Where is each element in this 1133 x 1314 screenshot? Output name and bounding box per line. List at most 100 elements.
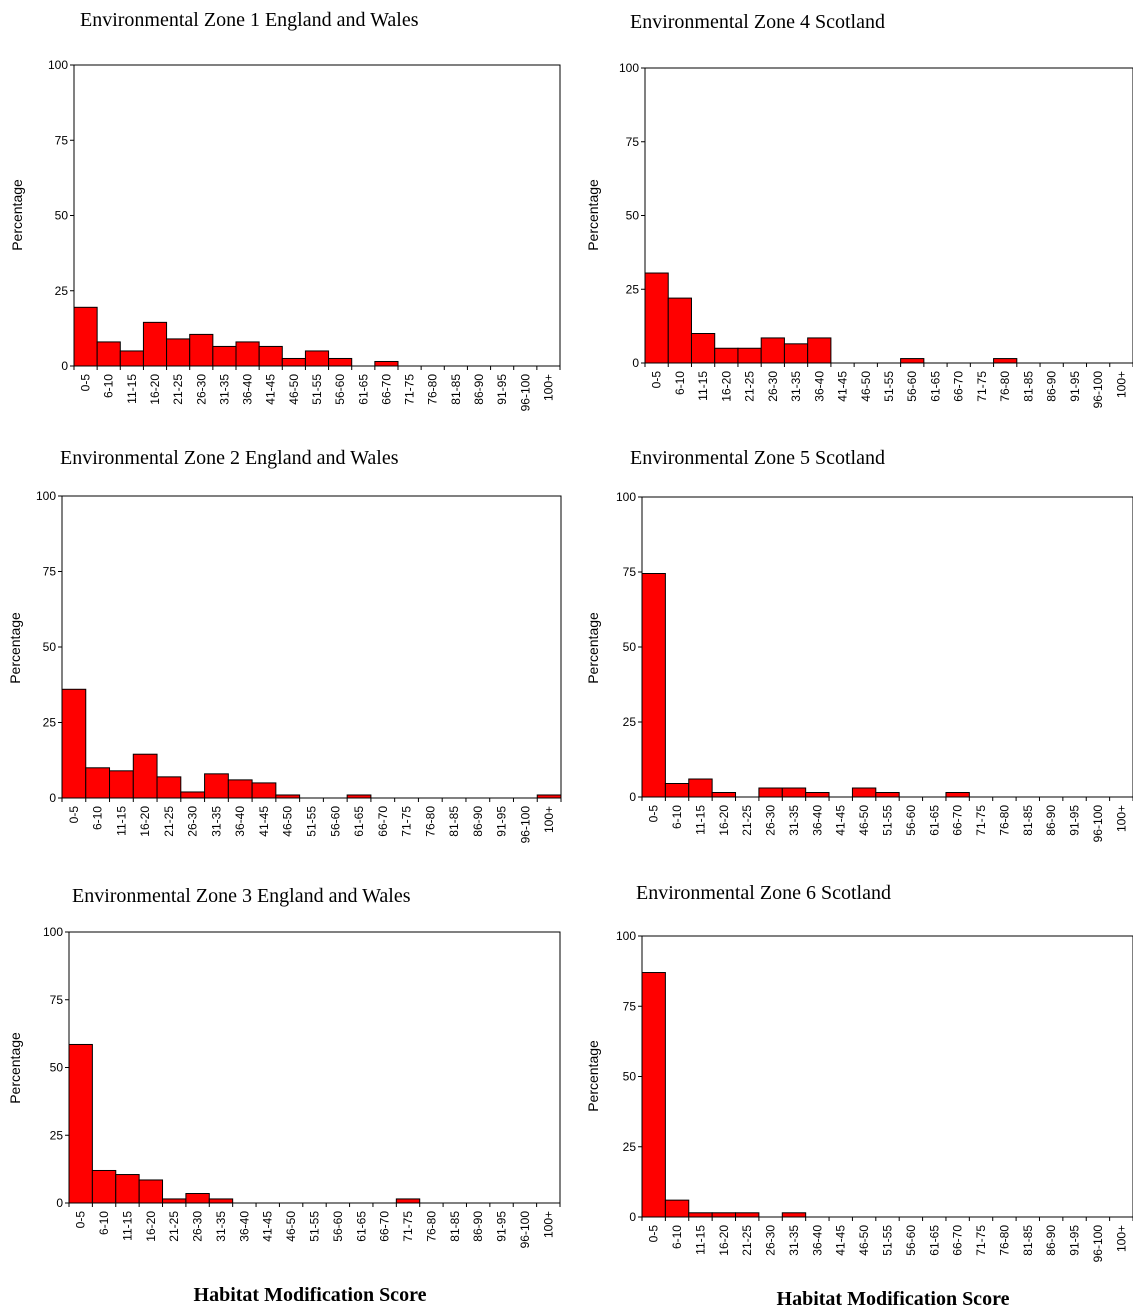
x-tick-label: 31-35 <box>787 1225 801 1256</box>
x-tick-label: 51-55 <box>310 374 324 405</box>
x-tick-label: 96-100 <box>1091 371 1105 409</box>
bar-76-80 <box>993 358 1018 364</box>
x-tick-label: 46-50 <box>857 805 871 836</box>
x-tick-label: 11-15 <box>125 374 139 404</box>
x-tick-label: 11-15 <box>696 371 710 401</box>
y-tick-label: 50 <box>623 640 637 654</box>
x-tick-label: 96-100 <box>518 1211 532 1249</box>
x-tick-label: 31-35 <box>217 374 231 405</box>
bar-0-5 <box>68 1043 93 1204</box>
bar-61-65 <box>346 794 372 799</box>
x-tick-label: 86-90 <box>471 1211 485 1242</box>
bar-36-40 <box>807 337 832 364</box>
bar-66-70 <box>374 360 399 367</box>
x-tick-label: 6-10 <box>673 371 687 395</box>
bar-11-15 <box>688 1212 713 1218</box>
y-tick-label: 25 <box>55 284 69 298</box>
bar-0-5 <box>644 272 669 364</box>
y-axis-label: Percentage <box>585 612 601 684</box>
x-tick-label: 0-5 <box>647 805 661 823</box>
chart-title: Environmental Zone 2 England and Wales <box>60 447 399 469</box>
x-tick-label: 16-20 <box>719 371 733 402</box>
y-axis-label: Percentage <box>7 1032 23 1104</box>
plot-frame <box>68 931 561 1204</box>
x-tick-label: 66-70 <box>951 1225 965 1256</box>
x-tick-label: 71-75 <box>974 805 988 836</box>
x-tick-label: 91-95 <box>495 1211 509 1242</box>
x-tick-label: 66-70 <box>378 1211 392 1242</box>
x-tick-label: 36-40 <box>233 806 247 837</box>
y-tick-label: 100 <box>616 929 636 943</box>
x-tick-label: 26-30 <box>764 805 778 836</box>
x-tick-label: 46-50 <box>859 371 873 402</box>
x-tick-label: 96-100 <box>518 374 532 412</box>
x-tick-label: 26-30 <box>191 1211 205 1242</box>
x-tick-label: 16-20 <box>138 806 152 837</box>
bar-16-20 <box>711 1212 737 1218</box>
x-tick-label: 96-100 <box>1091 805 1105 843</box>
x-tick-label: 71-75 <box>974 1225 988 1256</box>
y-tick-label: 100 <box>48 58 68 72</box>
bar-31-35 <box>781 787 807 798</box>
bar-0-5 <box>61 688 87 799</box>
x-tick-label: 100+ <box>1114 1225 1128 1252</box>
x-tick-label: 21-25 <box>167 1211 181 1242</box>
x-tick-label: 21-25 <box>162 806 176 837</box>
y-tick-label: 25 <box>623 1140 637 1154</box>
x-tick-label: 0-5 <box>79 374 93 392</box>
x-tick-label: 51-55 <box>882 371 896 402</box>
x-tick-label: 100+ <box>542 806 556 833</box>
x-tick-label: 81-85 <box>1021 371 1035 402</box>
chart-panel-1: Environmental Zone 1 England and Wales Pe… <box>9 9 561 412</box>
bar-0-5 <box>73 306 98 367</box>
chart-title: Environmental Zone 5 Scotland <box>630 447 885 469</box>
x-tick-label: 41-45 <box>257 806 271 837</box>
x-tick-label: 26-30 <box>186 806 200 837</box>
x-tick-label: 56-60 <box>333 374 347 405</box>
bar-31-35 <box>204 773 229 799</box>
bar-46-50 <box>281 357 306 367</box>
x-tick-label: 0-5 <box>647 1225 661 1243</box>
x-tick-label: 31-35 <box>787 805 801 836</box>
x-tick-label: 61-65 <box>928 371 942 402</box>
x-tick-label: 56-60 <box>331 1211 345 1242</box>
chart-title: Environmental Zone 3 England and Wales <box>72 885 411 907</box>
x-tick-label: 6-10 <box>670 805 684 829</box>
y-axis-label: Percentage <box>585 1040 601 1112</box>
bar-11-15 <box>109 770 134 799</box>
y-tick-label: 25 <box>623 715 637 729</box>
x-tick-label: 36-40 <box>241 374 255 405</box>
x-tick-label: 41-45 <box>836 371 850 402</box>
bar-21-25 <box>737 347 762 364</box>
bar-56-60 <box>900 358 925 364</box>
x-tick-label: 86-90 <box>1044 1225 1058 1256</box>
y-tick-label: 75 <box>626 135 640 149</box>
x-tick-label: 21-25 <box>171 374 185 405</box>
y-axis-label: Percentage <box>9 179 25 251</box>
x-axis-title-right: Habitat Modification Score <box>777 1288 1010 1310</box>
x-tick-label: 0-5 <box>650 371 664 389</box>
y-tick-label: 100 <box>43 925 63 939</box>
x-tick-label: 91-95 <box>1068 805 1082 836</box>
x-tick-label: 51-55 <box>308 1211 322 1242</box>
x-axis-title-left: Habitat Modification Score <box>194 1284 427 1306</box>
x-tick-label: 31-35 <box>789 371 803 402</box>
x-tick-label: 61-65 <box>354 1211 368 1242</box>
x-tick-label: 56-60 <box>904 805 918 836</box>
chart-title: Environmental Zone 1 England and Wales <box>80 9 419 31</box>
x-tick-label: 81-85 <box>447 806 461 837</box>
y-axis-label: Percentage <box>7 612 23 684</box>
bar-6-10 <box>85 767 111 799</box>
bar-51-55 <box>875 792 900 798</box>
bar-26-30 <box>760 337 785 364</box>
bar-36-40 <box>805 792 830 798</box>
y-tick-label: 75 <box>50 993 64 1007</box>
y-tick-label: 50 <box>626 209 640 223</box>
x-tick-label: 66-70 <box>376 806 390 837</box>
x-tick-label: 61-65 <box>356 374 370 405</box>
x-tick-label: 71-75 <box>400 806 414 837</box>
x-tick-label: 56-60 <box>904 1225 918 1256</box>
x-tick-label: 26-30 <box>764 1225 778 1256</box>
x-tick-label: 41-45 <box>834 805 848 836</box>
